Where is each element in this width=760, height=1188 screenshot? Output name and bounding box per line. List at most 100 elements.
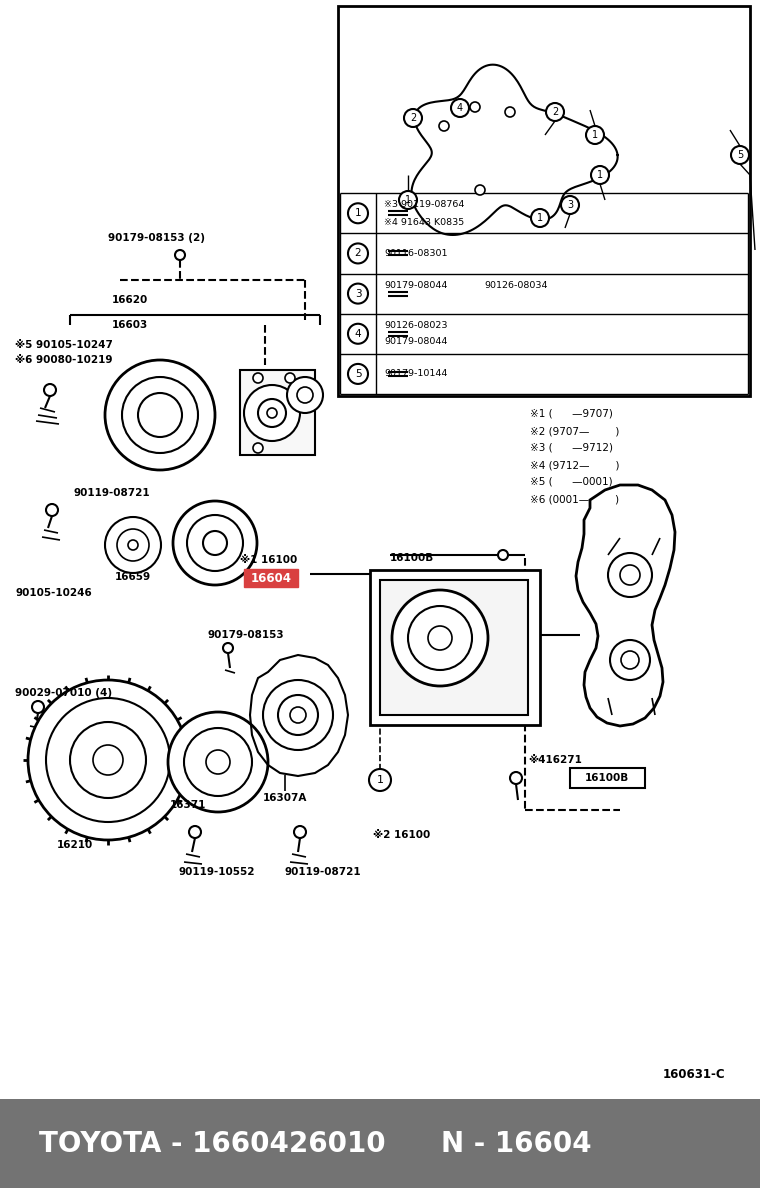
Circle shape (404, 109, 422, 127)
Circle shape (297, 387, 313, 403)
Text: ※6 (0001—        ): ※6 (0001— ) (530, 494, 619, 504)
Text: ※3 90119-08764: ※3 90119-08764 (384, 200, 464, 209)
Text: N - 16604: N - 16604 (442, 1130, 592, 1157)
Text: 90126-08034: 90126-08034 (484, 282, 547, 290)
Text: ※1 16100: ※1 16100 (240, 555, 297, 565)
Circle shape (128, 541, 138, 550)
Circle shape (105, 517, 161, 573)
Circle shape (117, 529, 149, 561)
Circle shape (348, 244, 368, 264)
Circle shape (189, 826, 201, 838)
Circle shape (253, 443, 263, 453)
Bar (338, 6, 750, 396)
Bar (240, 369, 315, 455)
Circle shape (105, 360, 215, 470)
Text: ※4 91643 K0835: ※4 91643 K0835 (384, 217, 464, 227)
Text: 3: 3 (355, 289, 361, 298)
Circle shape (253, 373, 263, 383)
Circle shape (28, 680, 188, 840)
Text: 90179-08044: 90179-08044 (384, 337, 448, 346)
Text: 16100B: 16100B (585, 773, 629, 783)
Circle shape (138, 393, 182, 437)
Circle shape (206, 750, 230, 775)
Circle shape (399, 191, 417, 209)
Circle shape (294, 826, 306, 838)
Text: 1: 1 (537, 213, 543, 223)
Circle shape (223, 643, 233, 653)
Circle shape (203, 531, 227, 555)
Circle shape (505, 107, 515, 116)
Text: 90179-08153: 90179-08153 (207, 630, 283, 640)
Text: 1: 1 (355, 208, 361, 219)
Circle shape (287, 377, 323, 413)
Circle shape (258, 399, 286, 426)
Circle shape (46, 504, 58, 516)
Text: 16371: 16371 (169, 800, 206, 810)
Text: 16620: 16620 (112, 295, 148, 305)
Text: 2: 2 (410, 113, 416, 124)
Circle shape (608, 552, 652, 598)
Circle shape (244, 385, 300, 441)
Text: 16210: 16210 (57, 840, 93, 849)
Bar (570, 767, 645, 788)
Circle shape (122, 377, 198, 453)
Circle shape (348, 203, 368, 223)
Text: 90029-07010 (4): 90029-07010 (4) (15, 688, 112, 699)
Circle shape (591, 166, 609, 184)
Text: 90116-08301: 90116-08301 (384, 249, 448, 258)
Text: ※4 (9712—        ): ※4 (9712— ) (530, 460, 619, 470)
Text: 90126-08023: 90126-08023 (384, 321, 448, 330)
Circle shape (428, 626, 452, 650)
Circle shape (620, 565, 640, 584)
Circle shape (290, 707, 306, 723)
Text: ※6 90080-10219: ※6 90080-10219 (15, 355, 112, 365)
Circle shape (392, 590, 488, 685)
Text: 16604: 16604 (251, 571, 292, 584)
Text: 16100B: 16100B (390, 552, 434, 563)
Circle shape (561, 196, 579, 214)
Text: 1: 1 (597, 170, 603, 181)
Circle shape (475, 185, 485, 195)
Text: ※1 (      —9707): ※1 ( —9707) (530, 409, 613, 419)
Circle shape (187, 516, 243, 571)
Circle shape (70, 722, 146, 798)
Circle shape (278, 695, 318, 735)
Text: 4: 4 (355, 329, 361, 339)
Circle shape (510, 772, 522, 784)
Circle shape (586, 126, 604, 144)
Text: 3: 3 (567, 200, 573, 210)
Circle shape (285, 373, 295, 383)
Bar (370, 570, 540, 725)
Circle shape (731, 146, 749, 164)
Text: ※5 (      —0001): ※5 ( —0001) (530, 478, 613, 487)
Text: ※2 (9707—        ): ※2 (9707— ) (530, 426, 619, 436)
Text: 1: 1 (405, 195, 411, 206)
Circle shape (451, 99, 469, 116)
Circle shape (498, 550, 508, 560)
Circle shape (184, 728, 252, 796)
Text: TOYOTA - 1660426010: TOYOTA - 1660426010 (40, 1130, 386, 1157)
Bar (244, 569, 298, 587)
Circle shape (93, 745, 123, 775)
Text: ※416271: ※416271 (528, 756, 582, 765)
Text: 90119-08721: 90119-08721 (73, 488, 150, 498)
Circle shape (621, 651, 639, 669)
Circle shape (610, 640, 650, 680)
Text: 16603: 16603 (112, 320, 148, 330)
Text: ※3 (      —9712): ※3 ( —9712) (530, 443, 613, 453)
Text: ※2 16100: ※2 16100 (373, 830, 431, 840)
Circle shape (168, 712, 268, 813)
Circle shape (267, 407, 277, 418)
Text: 90179-10144: 90179-10144 (384, 369, 448, 379)
Circle shape (348, 364, 368, 384)
Text: 90119-10552: 90119-10552 (178, 867, 255, 877)
Circle shape (470, 102, 480, 112)
Text: 90179-08153 (2): 90179-08153 (2) (108, 233, 205, 244)
Text: 16307A: 16307A (263, 794, 307, 803)
Text: 1: 1 (376, 775, 384, 785)
Circle shape (439, 121, 449, 131)
Circle shape (263, 680, 333, 750)
Text: ※5 90105-10247: ※5 90105-10247 (15, 340, 113, 350)
Circle shape (173, 501, 257, 584)
Circle shape (46, 699, 170, 822)
